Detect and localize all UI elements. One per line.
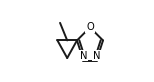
Text: N: N	[80, 51, 87, 61]
Text: O: O	[86, 22, 94, 32]
Text: N: N	[93, 51, 100, 61]
